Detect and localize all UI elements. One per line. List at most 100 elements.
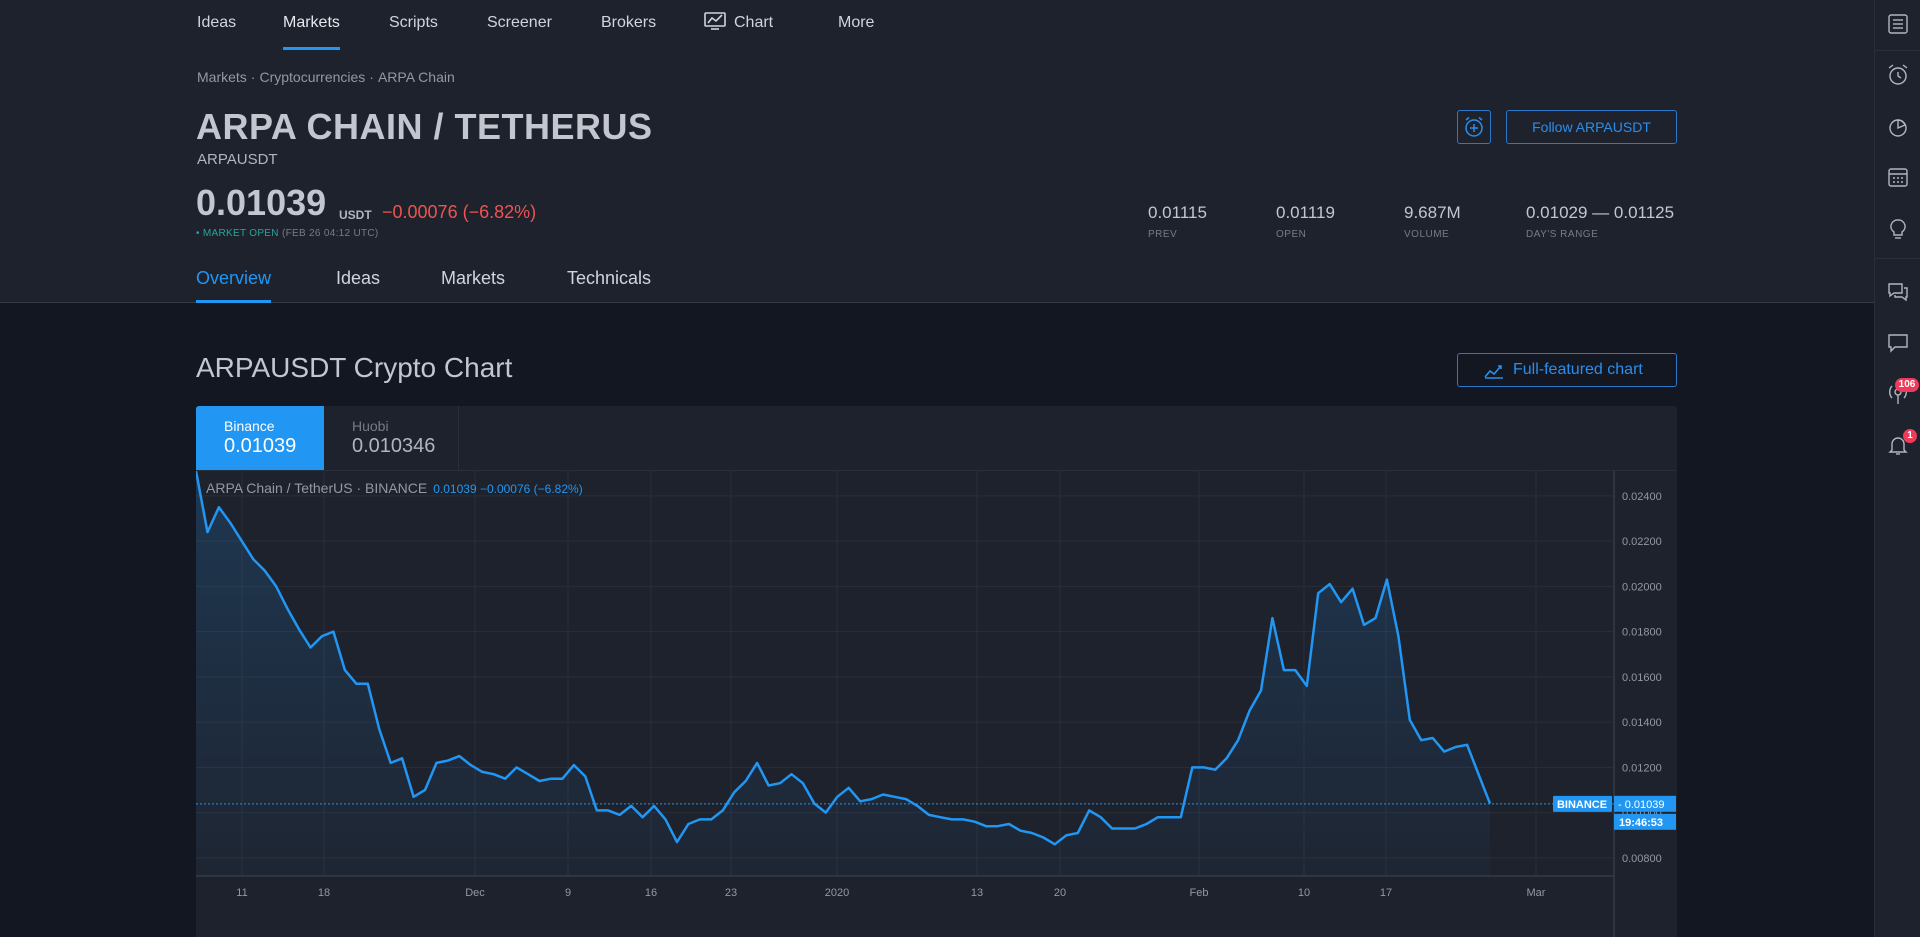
toolbar-divider: [1875, 50, 1920, 51]
x-tick-label: 18: [318, 887, 330, 899]
price-area: [196, 471, 1490, 876]
x-tick-label: 16: [645, 887, 657, 899]
x-tick-label: 9: [565, 887, 571, 899]
nav-more[interactable]: More: [838, 14, 875, 31]
private-chat-icon[interactable]: [1886, 331, 1910, 355]
stat-open-value: 0.01119: [1276, 203, 1335, 222]
y-tick-label: 0.01600: [1622, 672, 1662, 684]
countdown-bg: [1614, 813, 1676, 830]
breadcrumb-cryptocurrencies[interactable]: Cryptocurrencies: [259, 69, 366, 85]
chart-icon: [704, 12, 726, 30]
full-featured-chart-label: Full-featured chart: [1513, 361, 1643, 378]
nav-chart-label: Chart: [734, 14, 774, 31]
y-tick-label: 0.01400: [1622, 717, 1662, 729]
x-tick-label: 10: [1298, 887, 1310, 899]
price-currency: USDT: [339, 208, 372, 222]
exchange-tab-huobi[interactable]: Huobi 0.010346: [324, 406, 459, 470]
legend-symbol-name: ARPA Chain / TetherUS · BINANCE: [206, 480, 428, 496]
breadcrumb-arpa-chain[interactable]: ARPA Chain: [377, 69, 455, 85]
hotlist-icon[interactable]: [1886, 115, 1910, 139]
chart-legend: ARPA Chain / TetherUS · BINANCE 0.01039 −…: [206, 480, 583, 496]
stat-open: 0.01119 OPEN: [1276, 203, 1335, 240]
chart-card: Binance 0.01039 Huobi 0.010346 0.02400 0.…: [196, 406, 1677, 937]
nav-screener[interactable]: Screener: [487, 14, 552, 31]
exchange-price: 0.01039: [224, 435, 297, 457]
tab-ideas[interactable]: Ideas: [336, 268, 381, 288]
alert-clock-icon[interactable]: [1886, 63, 1910, 87]
price-change: −0.00076 (−6.82%): [382, 202, 537, 222]
full-featured-chart-button[interactable]: Full-featured chart: [1457, 353, 1677, 387]
y-tick-label: 0.00800: [1622, 853, 1662, 865]
add-alert-button[interactable]: [1457, 110, 1491, 144]
price-tag-value-bg: [1614, 795, 1676, 812]
x-tick-label: 2020: [825, 887, 849, 899]
y-tick-label: 0.01800: [1622, 627, 1662, 639]
exchange-tab-binance[interactable]: Binance 0.01039: [196, 406, 324, 470]
symbol-header: Markets · Cryptocurrencies · ARPA Chain ARPA…: [0, 50, 1874, 303]
stat-open-label: OPEN: [1276, 229, 1307, 240]
stat-days-range: 0.01029 — 0.01125 DAY'S RANGE: [1526, 203, 1674, 240]
price-tag-exchange: BINANCE: [1557, 799, 1607, 811]
exchange-name: Binance: [224, 418, 275, 434]
legend-values: 0.01039 −0.00076 (−6.82%): [433, 482, 583, 496]
chart-section-title: ARPAUSDT Crypto Chart: [196, 352, 513, 383]
price-tag-exchange-bg: [1553, 795, 1612, 812]
ideas-bulb-icon[interactable]: [1886, 217, 1910, 241]
market-time: (FEB 26 04:12 UTC): [282, 228, 379, 239]
x-tick-label: 11: [236, 887, 247, 899]
page-title: ARPA CHAIN / TETHERUS: [196, 106, 653, 147]
stat-prev: 0.01115 PREV: [1148, 203, 1207, 240]
nav-markets[interactable]: Markets: [283, 0, 340, 50]
y-tick-label: 0.02000: [1622, 581, 1662, 593]
watchlist-icon[interactable]: [1886, 12, 1910, 36]
nav-brokers[interactable]: Brokers: [601, 14, 657, 31]
nav-ideas[interactable]: Ideas: [197, 14, 237, 31]
x-tick-label: Mar: [1527, 887, 1546, 899]
alarm-clock-icon: [1465, 116, 1483, 137]
stat-days-range-label: DAY'S RANGE: [1526, 229, 1599, 240]
x-tick-label: 23: [725, 887, 737, 899]
chats-icon[interactable]: [1886, 280, 1910, 304]
nav-scripts[interactable]: Scripts: [389, 14, 438, 31]
x-tick-label: Dec: [465, 887, 485, 899]
top-navigation: Ideas Markets Scripts Screener Brokers C…: [0, 0, 1874, 50]
breadcrumb-separator: ·: [250, 69, 256, 85]
follow-symbol-button[interactable]: Follow ARPAUSDT: [1506, 110, 1677, 144]
notifications-badge: 1: [1903, 429, 1917, 443]
price-line: [196, 471, 1492, 846]
bar-countdown: 19:46:53: [1619, 817, 1663, 829]
exchange-name: Huobi: [352, 418, 389, 434]
stat-days-range-value: 0.01029 — 0.01125: [1526, 203, 1675, 222]
streams-badge: 106: [1895, 378, 1919, 392]
notifications-bell-icon[interactable]: [1886, 433, 1910, 457]
x-tick-label: 20: [1054, 887, 1066, 899]
symbol-ticker: ARPAUSDT: [197, 151, 278, 168]
breadcrumb: Markets · Cryptocurrencies · ARPA Chain: [197, 69, 455, 85]
tab-markets[interactable]: Markets: [441, 268, 506, 288]
breadcrumb-separator: ·: [369, 69, 374, 85]
y-tick-label: 0.02200: [1622, 536, 1662, 548]
y-tick-label: 0.01200: [1622, 762, 1662, 774]
tab-overview[interactable]: Overview: [196, 268, 272, 303]
x-tick-label: Feb: [1190, 887, 1209, 899]
stat-volume: 9.687M VOLUME: [1404, 203, 1461, 240]
stat-prev-label: PREV: [1148, 229, 1178, 240]
stat-volume-label: VOLUME: [1404, 229, 1450, 240]
stat-volume-value: 9.687M: [1404, 203, 1461, 222]
exchange-price: 0.010346: [352, 435, 436, 457]
chart-lines-icon: [1484, 365, 1503, 379]
stat-prev-value: 0.01115: [1148, 203, 1207, 222]
tab-technicals[interactable]: Technicals: [567, 268, 652, 288]
x-tick-label: 17: [1380, 887, 1392, 899]
calendar-icon[interactable]: [1886, 165, 1910, 189]
toolbar-divider: [1875, 258, 1920, 259]
price-tag-value: - 0.01039: [1618, 799, 1664, 811]
last-price: 0.01039: [196, 182, 327, 223]
nav-markets-label: Markets: [283, 14, 340, 31]
y-tick-label: 0.02400: [1622, 491, 1662, 503]
breadcrumb-markets[interactable]: Markets: [197, 69, 247, 85]
price-chart[interactable]: 0.02400 0.02200 0.02000 0.01800 0.01600 0.014…: [196, 471, 1677, 937]
nav-chart[interactable]: Chart: [704, 0, 773, 50]
card-divider: [196, 470, 1677, 471]
x-tick-label: 13: [971, 887, 983, 899]
